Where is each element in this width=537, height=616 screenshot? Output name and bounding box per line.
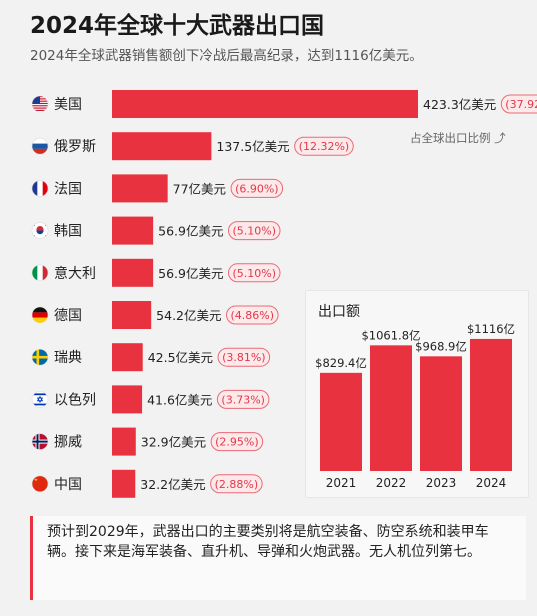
country-row: 意大利 56.9亿美元 (5.10%) bbox=[31, 258, 281, 287]
year-bar bbox=[320, 372, 362, 471]
value-label: 77亿美元 bbox=[173, 181, 226, 196]
share-pill bbox=[210, 432, 264, 452]
share-pill bbox=[216, 389, 270, 409]
share-label: (3.73%) bbox=[221, 393, 265, 406]
country-row: 挪威 32.9亿美元 (2.95%) bbox=[31, 427, 264, 456]
country-label: 法国 bbox=[54, 181, 82, 197]
share-label: (5.10%) bbox=[232, 225, 276, 238]
export-bar bbox=[112, 385, 143, 414]
france-flag-icon bbox=[31, 180, 49, 197]
country-label: 中国 bbox=[54, 477, 82, 493]
share-label: (12.32%) bbox=[299, 140, 350, 153]
page-subtitle: 2024年全球武器销售额创下冷战后最高纪录，达到1116亿美元。 bbox=[30, 48, 423, 64]
south-korea-flag-icon bbox=[31, 222, 49, 239]
page-title: 2024年全球十大武器出口国 bbox=[30, 13, 325, 39]
share-pill bbox=[210, 474, 263, 494]
russia-flag-icon bbox=[31, 137, 49, 155]
country-label: 俄罗斯 bbox=[54, 139, 96, 155]
country-row: 美国 423.3亿美元 (37.92%) bbox=[31, 90, 537, 118]
country-row: 以色列 41.6亿美元 (3.73%) bbox=[31, 385, 270, 414]
value-label: 32.2亿美元 bbox=[140, 477, 205, 492]
export-bar bbox=[112, 90, 418, 118]
curved-arrow-icon: ⤴ bbox=[494, 131, 506, 145]
year-label: 2024 bbox=[476, 476, 507, 490]
year-bar bbox=[420, 356, 462, 471]
germany-flag-icon bbox=[31, 306, 49, 324]
value-label: 41.6亿美元 bbox=[147, 392, 212, 407]
country-label: 德国 bbox=[54, 308, 82, 324]
export-bar bbox=[112, 343, 143, 372]
country-label: 美国 bbox=[54, 97, 82, 113]
export-bar bbox=[112, 301, 152, 329]
share-pill bbox=[230, 178, 284, 198]
value-label: 137.5亿美元 bbox=[216, 139, 289, 154]
share-pill bbox=[227, 221, 281, 241]
year-label: 2021 bbox=[326, 476, 357, 490]
year-column: $1116亿 2024 bbox=[467, 322, 515, 490]
share-annotation-label: 占全球出口比例 bbox=[410, 131, 491, 145]
share-pill bbox=[227, 263, 281, 283]
year-column: $968.9亿 2023 bbox=[415, 339, 467, 490]
country-label: 以色列 bbox=[54, 391, 96, 408]
value-label: 56.9亿美元 bbox=[158, 224, 223, 239]
china-flag-icon bbox=[31, 475, 49, 493]
country-label: 意大利 bbox=[54, 265, 96, 282]
share-annotation: 占全球出口比例 ⤴ bbox=[410, 130, 506, 146]
share-pill bbox=[217, 347, 271, 367]
export-bar bbox=[112, 216, 154, 245]
year-value-label: $968.9亿 bbox=[415, 339, 467, 353]
yearly-export-panel: $829.4亿 2021 $1061.8亿 2022 $968.9亿 2023 $1116亿… bbox=[305, 290, 529, 498]
norway-flag-icon bbox=[31, 433, 49, 450]
country-row: 俄罗斯 137.5亿美元 (12.32%) bbox=[31, 132, 354, 161]
year-bar bbox=[470, 338, 512, 471]
israel-flag-icon bbox=[31, 391, 49, 408]
value-label: 42.5亿美元 bbox=[148, 350, 213, 365]
share-label: (4.86%) bbox=[231, 309, 275, 322]
country-row: 瑞典 42.5亿美元 (3.81%) bbox=[31, 343, 271, 372]
share-pill bbox=[294, 136, 354, 156]
share-label: (3.81%) bbox=[222, 351, 266, 364]
forecast-note: 预计到2029年，武器出口的主要类别将是航空装备、防空系统和装甲车辆。接下来是海… bbox=[30, 516, 526, 600]
share-pill bbox=[500, 94, 537, 114]
year-value-label: $1116亿 bbox=[467, 322, 515, 336]
country-row: 中国 32.2亿美元 (2.88%) bbox=[31, 469, 263, 498]
country-label: 瑞典 bbox=[54, 350, 82, 366]
export-bar bbox=[112, 469, 136, 498]
forecast-note-text: 预计到2029年，武器出口的主要类别将是航空装备、防空系统和装甲车辆。接下来是海… bbox=[47, 524, 489, 560]
export-bar bbox=[112, 427, 136, 456]
italy-flag-icon bbox=[31, 264, 49, 282]
yearly-export-bar-chart: $829.4亿 2021 $1061.8亿 2022 $968.9亿 2023 $1116亿… bbox=[315, 322, 515, 490]
export-bar bbox=[112, 258, 154, 287]
country-export-bar-chart: 美国 423.3亿美元 (37.92%) 俄罗斯 137.5亿美元 (12.32%) 法国 7… bbox=[31, 90, 537, 498]
share-label: (2.95%) bbox=[215, 436, 259, 449]
us-flag-icon bbox=[31, 95, 49, 113]
value-label: 32.9亿美元 bbox=[141, 435, 206, 450]
year-label: 2023 bbox=[426, 476, 457, 490]
year-column: $1061.8亿 2022 bbox=[361, 328, 420, 490]
year-column: $829.4亿 2021 bbox=[315, 356, 367, 490]
country-row: 德国 54.2亿美元 (4.86%) bbox=[31, 301, 279, 329]
value-label: 56.9亿美元 bbox=[158, 266, 223, 281]
share-label: (37.92%) bbox=[505, 98, 537, 111]
inset-chart-title: 出口额 bbox=[318, 304, 360, 320]
share-pill bbox=[226, 305, 279, 325]
value-label: 54.2亿美元 bbox=[156, 308, 221, 323]
value-label: 423.3亿美元 bbox=[423, 97, 496, 112]
country-row: 法国 77亿美元 (6.90%) bbox=[31, 174, 284, 203]
year-label: 2022 bbox=[376, 476, 407, 490]
year-value-label: $1061.8亿 bbox=[361, 328, 420, 342]
year-bar bbox=[370, 345, 412, 471]
share-label: (6.90%) bbox=[235, 182, 279, 195]
country-label: 韩国 bbox=[54, 224, 82, 240]
sweden-flag-icon bbox=[31, 348, 49, 366]
share-label: (2.88%) bbox=[215, 478, 259, 491]
export-bar bbox=[112, 174, 168, 203]
share-label: (5.10%) bbox=[232, 267, 276, 280]
country-label: 挪威 bbox=[54, 435, 82, 451]
country-row: 韩国 56.9亿美元 (5.10%) bbox=[31, 216, 281, 245]
export-bar bbox=[112, 132, 212, 161]
year-value-label: $829.4亿 bbox=[315, 356, 367, 370]
